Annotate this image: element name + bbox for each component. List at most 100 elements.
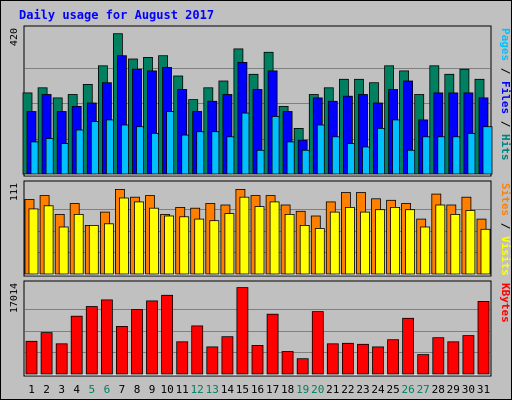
x-axis-label-day-21: 21 [326,383,339,396]
y-axis-label-part: KBytes [499,283,512,323]
x-axis-label-day-24: 24 [371,383,385,396]
panel-bottom: 17014 KBytes [9,280,512,377]
bar-kbytes-day-16 [251,344,264,375]
x-axis-label-day-23: 23 [356,383,369,396]
x-axis-label-day-11: 11 [176,383,189,396]
bar-visits-day-27 [420,226,431,275]
bar-kbytes-day-6 [101,299,113,375]
bar-kbytes-day-20 [311,311,324,375]
bar-kbytes-day-7 [116,325,128,375]
y-axis-label-part: Hits [499,134,512,161]
bar-kbytes-day-12 [191,325,204,375]
x-axis-label-day-25: 25 [386,383,399,396]
bar-visits-day-18 [284,213,295,275]
y-axis-label-part: / [499,61,512,81]
bar-visits-day-22 [344,206,355,275]
x-axis-label-day-31: 31 [477,383,490,396]
y-axis-series-label: KBytes [499,283,512,323]
x-axis-label-day-10: 10 [160,383,173,396]
y-axis-label-part: / [499,114,512,134]
y-axis-max-label: 17014 [9,283,20,313]
bar-visits-day-8 [134,201,144,275]
bar-visits-day-26 [405,209,416,275]
bar-kbytes-day-14 [221,336,234,375]
bar-visits-day-11 [179,216,190,275]
bar-kbytes-day-15 [236,287,249,375]
bar-visits-day-30 [465,210,476,275]
bar-kbytes-day-28 [432,337,445,375]
x-axis-label-day-9: 9 [149,383,156,396]
bar-visits-day-19 [299,224,310,275]
bar-visits-day-7 [119,197,129,275]
x-axis-label-day-8: 8 [134,383,141,396]
bar-kbytes-day-31 [477,300,490,375]
x-axis-label-day-6: 6 [104,383,111,396]
bar-kbytes-day-8 [131,309,143,375]
x-axis-label-day-26: 26 [401,383,414,396]
bar-visits-day-15 [239,196,250,275]
bar-kbytes-day-24 [372,346,384,375]
bar-kbytes-day-26 [402,317,415,375]
bar-visits-day-28 [435,204,446,275]
y-axis-label-part: Visits [499,236,512,276]
bar-visits-day-17 [269,201,280,275]
bar-kbytes-day-19 [296,358,309,375]
x-axis-label-day-27: 27 [417,383,430,396]
bar-visits-day-10 [164,215,175,275]
x-axis-label-day-4: 4 [73,383,80,396]
x-axis-label-day-15: 15 [236,383,249,396]
bar-visits-day-14 [224,213,235,275]
x-axis-label-day-20: 20 [311,383,324,396]
bar-kbytes-day-2 [40,332,53,375]
x-axis-labels: 1 2 3 4 5 6 7 8 9 10 11 12 13 14 15 16 17 18 19 20 21 22 23 24 2… [28,383,490,396]
bar-kbytes-day-11 [176,341,189,375]
bar-visits-day-1 [28,208,39,275]
y-axis-label-part: Files [499,81,512,114]
x-axis-label-day-16: 16 [251,383,264,396]
bar-visits-day-9 [149,207,159,275]
y-axis-label-part: Sites [499,183,512,216]
chart-title: Daily usage for August 2017 [19,8,214,22]
x-axis-label-day-29: 29 [447,383,460,396]
bar-visits-day-21 [329,211,340,275]
bar-visits-day-13 [209,220,220,275]
bar-visits-day-12 [194,218,205,275]
x-axis-label-day-19: 19 [296,383,309,396]
x-axis-label-day-14: 14 [221,383,235,396]
bar-kbytes-day-1 [25,340,38,375]
y-axis-label-part: Pages [499,28,512,61]
bar-visits-day-25 [390,206,401,275]
x-axis-label-day-3: 3 [58,383,65,396]
bar-kbytes-day-30 [462,335,475,375]
x-axis-label-day-18: 18 [281,383,294,396]
bar-visits-day-4 [73,213,84,275]
bar-pages-day-31 [482,126,493,175]
x-axis-label-day-1: 1 [28,383,35,396]
x-axis-label-day-28: 28 [432,383,445,396]
bar-kbytes-day-27 [417,354,430,375]
x-axis-label-day-17: 17 [266,383,279,396]
bar-kbytes-day-10 [161,294,174,375]
bar-visits-day-5 [88,224,99,275]
x-axis-label-day-2: 2 [43,383,50,396]
bar-kbytes-day-23 [357,343,369,375]
x-axis-label-day-13: 13 [206,383,219,396]
panel-top: 420 Pages / Files / Hits [9,25,512,177]
bar-kbytes-day-22 [341,342,354,375]
x-axis-label-day-22: 22 [341,383,354,396]
bar-visits-day-2 [43,205,54,275]
y-axis-max-label: 420 [9,28,20,46]
bar-visits-day-20 [314,228,325,275]
y-axis-series-label: Pages / Files / Hits [499,28,512,161]
bar-visits-day-3 [58,226,69,275]
bar-kbytes-day-4 [70,315,83,375]
bar-visits-day-6 [104,223,114,275]
x-axis-label-day-7: 7 [119,383,126,396]
bar-visits-day-16 [254,206,265,275]
y-axis-label-part: / [499,216,512,236]
bar-kbytes-day-17 [266,313,279,375]
y-axis-series-label: Sites / Visits [499,183,512,276]
bar-kbytes-day-21 [326,343,339,375]
y-axis-max-label: 111 [9,183,20,201]
